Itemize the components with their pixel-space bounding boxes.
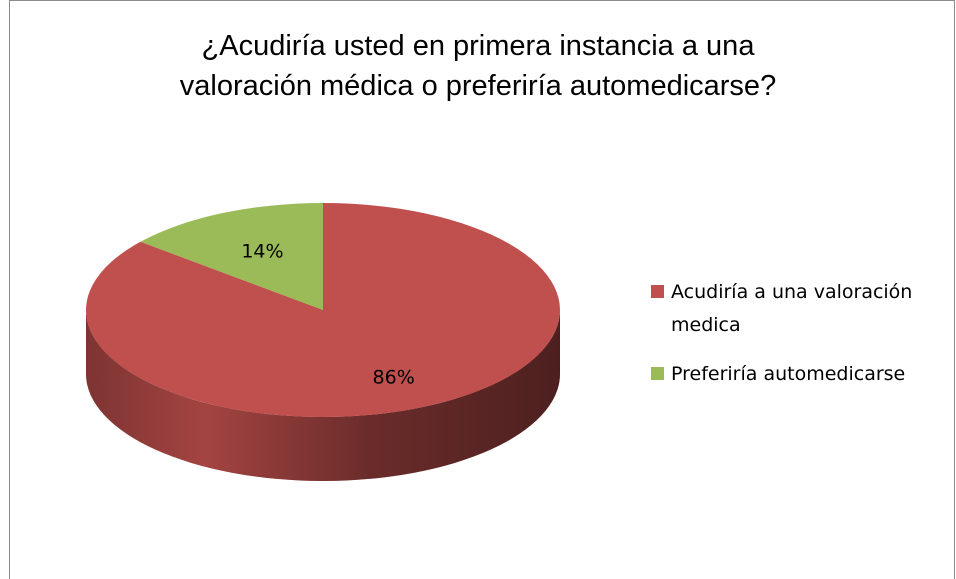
legend-label: Acudiría a una valoración medica — [671, 281, 913, 336]
data-label: 86% — [373, 366, 415, 388]
legend: Acudiría a una valoración medica Preferir… — [651, 276, 951, 407]
chart-title: valoración médica o preferiría automedic… — [179, 70, 777, 102]
chart-title: ¿Acudiría usted en primera instancia a u… — [201, 30, 755, 62]
data-label: 14% — [241, 240, 283, 262]
legend-label: Preferiría automedicarse — [671, 363, 906, 385]
chart-border — [9, 0, 955, 579]
pie-slice — [86, 203, 561, 418]
legend-item: Preferiría automedicarse — [651, 358, 951, 391]
pie-side-shade — [86, 310, 560, 481]
legend-item: Acudiría a una valoración medica — [651, 276, 951, 342]
legend-swatch — [651, 367, 664, 380]
pie-slice — [140, 203, 323, 310]
legend-swatch — [651, 285, 664, 298]
